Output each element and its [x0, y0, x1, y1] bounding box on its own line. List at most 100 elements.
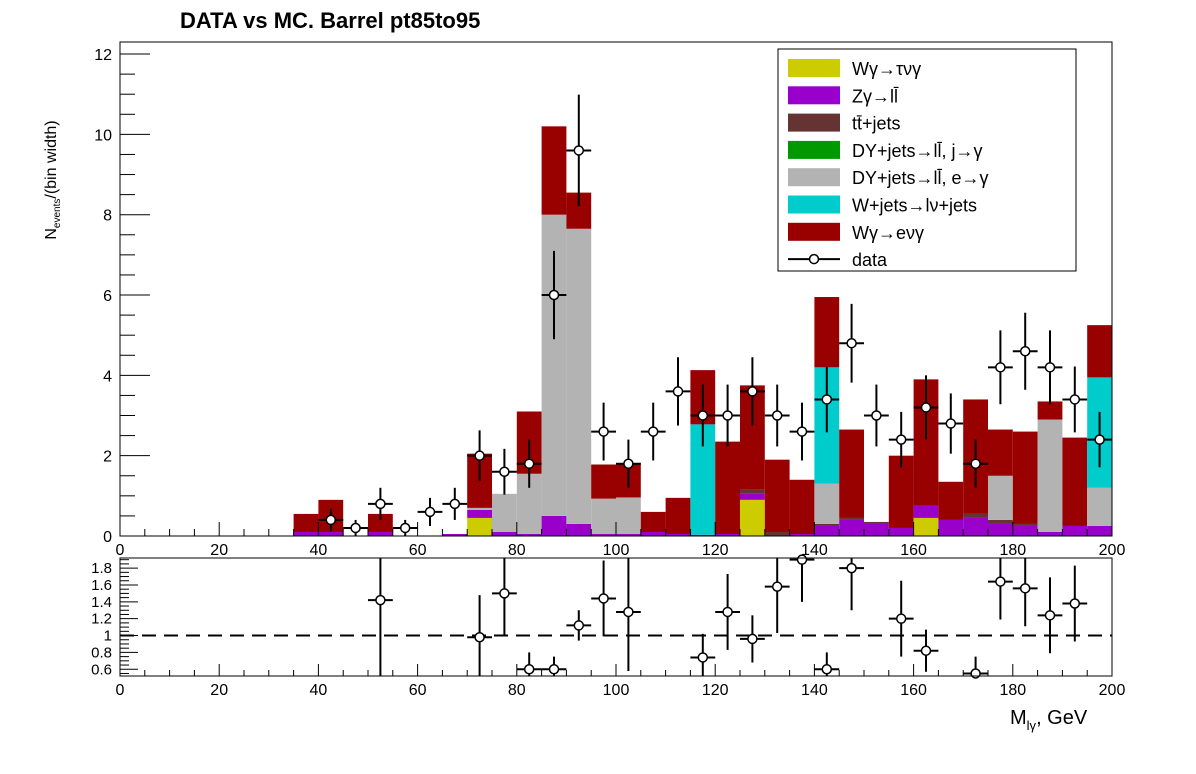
ratio-point-18: [995, 576, 1006, 587]
legend-swatch-0: [788, 59, 840, 77]
bar-0-bin-32: [913, 517, 939, 536]
data-point-14: [672, 386, 684, 397]
bar-1-bin-22: [665, 533, 691, 536]
legend-label-0: Wγ→τνγ: [852, 59, 921, 79]
ratio-point-9: [722, 606, 733, 618]
data-point-16: [722, 410, 733, 421]
main-xtick-label-100: 100: [603, 542, 630, 559]
data-point-3: [399, 522, 411, 534]
legend-swatch-6: [788, 222, 840, 241]
bar-1-bin-14: [467, 509, 492, 518]
legend-label-2: tt̄+jets: [852, 114, 901, 134]
main-xtick-label-0: 0: [116, 542, 125, 559]
data-point-1: [350, 522, 361, 534]
bar-4-bin-39: [1087, 487, 1112, 526]
ratio-point-6: [598, 593, 609, 604]
data-point-21: [846, 337, 857, 349]
bar-6-bin-19: [591, 464, 616, 499]
data-point-13: [647, 426, 659, 437]
data-point-6: [474, 450, 485, 461]
legend-label-4: DY+jets→ll̄, e→γ: [852, 168, 989, 188]
ratio-xtick-label-100: 100: [603, 682, 630, 699]
data-point-30: [1069, 394, 1081, 405]
data-point-26: [970, 458, 981, 469]
bar-4-bin-15: [492, 493, 517, 532]
ratio-ytick-label-1.2: 1.2: [91, 611, 112, 628]
x-axis-title-tail: , GeV: [1036, 707, 1088, 729]
bar-2-bin-29: [839, 517, 864, 520]
ratio-ytick-label-0.8: 0.8: [91, 644, 112, 661]
bar-4-bin-19: [591, 498, 616, 534]
y-axis-title-sub: events: [52, 199, 63, 228]
ratio-xtick-label-80: 80: [508, 682, 526, 699]
chart-title: DATA vs MC. Barrel pt85to95: [180, 8, 480, 33]
data-point-17: [747, 386, 758, 397]
main-plot-bars: [293, 126, 1112, 536]
bar-6-bin-39: [1087, 325, 1112, 378]
bar-1-bin-19: [591, 533, 616, 536]
data-point-5: [449, 498, 461, 510]
ratio-xtick-label-120: 120: [702, 682, 729, 699]
x-axis-title-main: M: [1010, 707, 1027, 729]
bar-2-bin-30: [864, 521, 889, 524]
main-xtick-label-180: 180: [999, 542, 1026, 559]
y-axis-title: Nevents/(bin width): [43, 120, 63, 239]
data-point-22: [871, 410, 882, 421]
main-plot-axes: 0 20 40 60 80 100 120 140 160 180 200 0 2 4 6 8 10 12: [94, 41, 1126, 559]
legend-label-6: Wγ→eνγ: [852, 223, 924, 243]
bar-2-bin-36: [1012, 523, 1038, 526]
main-xtick-label-20: 20: [210, 542, 228, 559]
bar-2-bin-34: [963, 513, 988, 518]
legend-label-3: DY+jets→ll̄, j→γ: [852, 141, 983, 161]
ratio-point-15: [895, 613, 907, 624]
data-point-18: [771, 410, 783, 421]
bar-1-bin-38: [1062, 525, 1088, 536]
y-axis-title-main: N: [43, 228, 60, 240]
bar-6-bin-33: [938, 481, 964, 520]
legend: Wγ→τνγ Zγ→ll̄ tt̄+jets DY+jets→ll̄, j→γ DY+j…: [777, 48, 1077, 272]
main-plot-data-points: [318, 94, 1112, 536]
legend-swatch-4: [788, 168, 840, 187]
ratio-xtick-label-0: 0: [116, 682, 125, 699]
legend-label-data: data: [852, 250, 888, 270]
ratio-xtick-label-180: 180: [999, 682, 1026, 699]
bar-1-bin-28: [814, 525, 840, 536]
main-ytick-label-2: 2: [103, 449, 112, 466]
data-point-25: [945, 418, 957, 429]
bar-1-bin-35: [988, 523, 1013, 536]
ratio-ytick-label-1.6: 1.6: [91, 577, 112, 594]
bar-1-bin-29: [839, 519, 864, 536]
bar-1-bin-7: [293, 531, 319, 536]
ratio-point-21: [1069, 598, 1081, 609]
bar-1-bin-36: [1012, 525, 1038, 536]
ratio-point-4: [548, 664, 560, 675]
main-ytick-label-10: 10: [94, 127, 112, 144]
bar-4-bin-28: [814, 483, 840, 524]
main-ytick-label-6: 6: [103, 288, 112, 305]
bar-1-bin-34: [963, 517, 988, 536]
main-ytick-label-8: 8: [103, 208, 112, 225]
main-xtick-label-80: 80: [508, 542, 526, 559]
data-point-8: [523, 458, 535, 469]
bar-1-bin-23: [690, 534, 716, 536]
bar-1-bin-25: [740, 493, 765, 500]
main-xtick-label-200: 200: [1099, 542, 1126, 559]
data-point-7: [499, 466, 510, 477]
bar-1-bin-8: [318, 531, 344, 536]
data-point-31: [1094, 434, 1105, 445]
bar-6-bin-10: [368, 513, 393, 532]
bar-1-bin-15: [492, 531, 517, 536]
bar-6-bin-24: [715, 441, 740, 534]
bar-2-bin-26: [764, 531, 790, 536]
bar-6-bin-37: [1037, 401, 1063, 420]
bar-1-bin-21: [640, 531, 666, 536]
main-ytick-label-0: 0: [103, 529, 112, 546]
bar-4-bin-20: [616, 497, 641, 534]
legend-data-marker: [808, 253, 820, 265]
data-point-4: [424, 506, 436, 518]
data-point-29: [1044, 362, 1056, 373]
bar-6-bin-29: [839, 429, 864, 518]
legend-swatch-3: [788, 140, 840, 159]
bar-1-bin-16: [516, 533, 542, 536]
